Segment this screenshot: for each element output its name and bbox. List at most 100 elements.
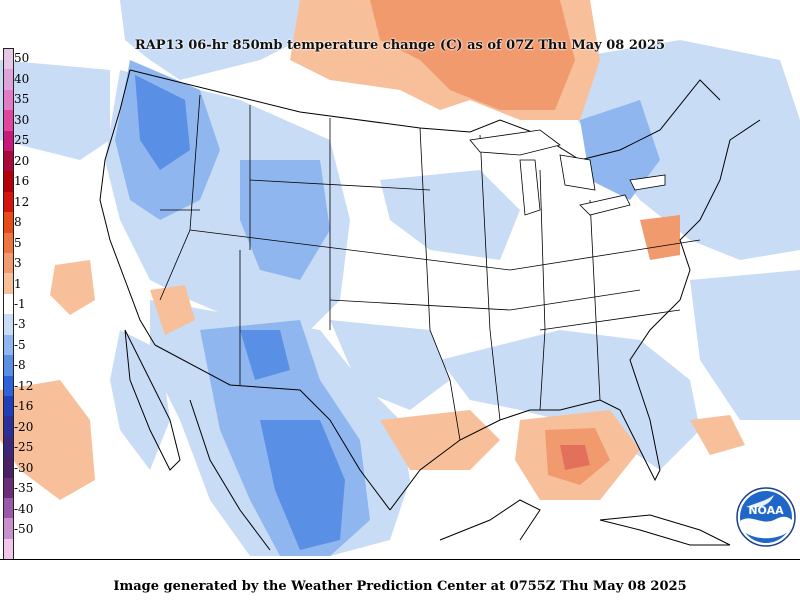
warming-area-mexico bbox=[0, 380, 95, 500]
cooling-area-pacific bbox=[0, 60, 110, 160]
colorbar-label: -3 bbox=[14, 317, 26, 332]
colorbar-label: 50 bbox=[14, 51, 30, 66]
colorbar-swatch bbox=[4, 253, 13, 274]
cooling-max-texas bbox=[260, 420, 345, 550]
cooling-max-washington bbox=[135, 75, 190, 170]
colorbar-label: -12 bbox=[14, 378, 34, 393]
state-line-4 bbox=[419, 127, 461, 441]
noaa-logo-text: NOAA bbox=[748, 504, 784, 517]
lake-erie bbox=[579, 194, 631, 216]
colorbar-label: 8 bbox=[14, 215, 22, 230]
baja-california bbox=[124, 329, 181, 471]
colorbar-label: 16 bbox=[14, 174, 30, 189]
colorbar-label: 30 bbox=[14, 112, 30, 127]
colorbar-label: -30 bbox=[14, 460, 34, 475]
cooling-areas-strong bbox=[135, 75, 345, 550]
colorbar-swatch bbox=[4, 191, 13, 213]
colorbar-label: 1 bbox=[14, 276, 22, 291]
colorbar-label: 3 bbox=[14, 256, 22, 271]
colorbar-label: 40 bbox=[14, 71, 30, 86]
warming-areas bbox=[0, 0, 745, 500]
colorbar-swatch bbox=[4, 273, 13, 294]
us-mexico-border bbox=[154, 344, 391, 511]
noaa-logo-icon: NOAA bbox=[736, 487, 796, 547]
footer-credit: Image generated by the Weather Predictio… bbox=[0, 559, 800, 600]
cooling-core-rockies bbox=[240, 160, 330, 280]
colorbar-label: 35 bbox=[14, 92, 30, 107]
colorbar-swatch bbox=[4, 69, 13, 90]
colorbar-label: -25 bbox=[14, 440, 34, 455]
colorbar-swatch bbox=[4, 375, 13, 396]
colorbar-label: 25 bbox=[14, 133, 30, 148]
colorbar-swatch bbox=[4, 110, 13, 131]
state-line-5 bbox=[189, 229, 511, 271]
warming-core-canada bbox=[370, 0, 575, 110]
map-title: RAP13 06-hr 850mb temperature change (C)… bbox=[134, 38, 666, 53]
colorbar-swatch bbox=[4, 497, 13, 519]
colorbar-label: -1 bbox=[14, 297, 26, 311]
colorbar-label: -40 bbox=[14, 501, 34, 516]
state-line-11 bbox=[509, 239, 701, 271]
colorbar-swatch bbox=[4, 232, 13, 254]
colorbar-label: 20 bbox=[14, 153, 30, 168]
warming-area-atlantic bbox=[690, 415, 745, 455]
cooling-area-gulf bbox=[440, 330, 700, 470]
colorbar-swatch bbox=[4, 355, 13, 376]
colorbar bbox=[3, 48, 14, 560]
yucatan bbox=[439, 499, 541, 541]
cooling-area-south-plains bbox=[330, 320, 450, 410]
colorbar-swatch bbox=[4, 130, 13, 152]
cuba bbox=[599, 514, 731, 546]
colorbar-swatch bbox=[4, 89, 13, 111]
lake-superior bbox=[469, 129, 561, 156]
state-line-8 bbox=[479, 134, 501, 421]
colorbar-swatch bbox=[4, 538, 13, 560]
colorbar-swatch bbox=[4, 212, 13, 233]
colorbar-swatch bbox=[4, 314, 13, 335]
state-line-12 bbox=[539, 309, 681, 331]
colorbar-label: -5 bbox=[14, 337, 26, 352]
east-coast bbox=[629, 119, 761, 391]
state-line-6 bbox=[249, 179, 431, 191]
state-line-10 bbox=[589, 199, 601, 401]
colorbar-swatch bbox=[4, 395, 13, 417]
colorbar-swatch bbox=[4, 518, 13, 539]
cooling-area-atlantic bbox=[690, 270, 800, 420]
map-boundaries bbox=[99, 69, 761, 551]
lake-ontario bbox=[629, 174, 666, 191]
lake-huron bbox=[559, 154, 596, 191]
warming-max-florida-gulf bbox=[560, 445, 590, 470]
great-lakes bbox=[469, 129, 666, 216]
map-canvas bbox=[0, 0, 800, 556]
warming-area-chesapeake bbox=[640, 215, 680, 260]
lake-michigan bbox=[519, 159, 541, 216]
warming-area-california bbox=[50, 260, 95, 315]
colorbar-label: -50 bbox=[14, 522, 34, 537]
colorbar-label: -8 bbox=[14, 358, 26, 373]
colorbar-label: -35 bbox=[14, 481, 34, 496]
colorbar-swatch bbox=[4, 171, 13, 192]
colorbar-swatch bbox=[4, 151, 13, 172]
cooling-area-canada-west bbox=[120, 0, 310, 80]
warming-area-texas-coast bbox=[380, 410, 500, 470]
colorbar-swatch bbox=[4, 436, 13, 458]
cooling-area-mexico-west bbox=[110, 330, 170, 470]
colorbar-label: 5 bbox=[14, 235, 22, 250]
colorbar-labels: 50 40 35 30 25 20 16 12 8 5 3 1 -1 -3 -5 -8 -12 -16 -20 -25… bbox=[14, 48, 44, 560]
colorbar-label: -16 bbox=[14, 399, 34, 414]
state-lines bbox=[159, 94, 701, 441]
colorbar-swatch bbox=[4, 49, 13, 70]
cooling-area-northeast bbox=[560, 40, 800, 260]
cooling-max-arizona bbox=[240, 330, 290, 380]
colorbar-swatch bbox=[4, 457, 13, 478]
colorbar-swatch bbox=[4, 293, 13, 315]
mexico-west-coast bbox=[189, 399, 271, 551]
temperature-change-map: RAP13 06-hr 850mb temperature change (C)… bbox=[0, 0, 800, 556]
colorbar-label: 12 bbox=[14, 194, 30, 209]
colorbar-swatch bbox=[4, 334, 13, 356]
state-line-7 bbox=[329, 289, 641, 311]
west-coast bbox=[99, 69, 156, 346]
colorbar-label: -20 bbox=[14, 419, 34, 434]
colorbar-swatch bbox=[4, 477, 13, 498]
state-line-9 bbox=[539, 169, 546, 411]
